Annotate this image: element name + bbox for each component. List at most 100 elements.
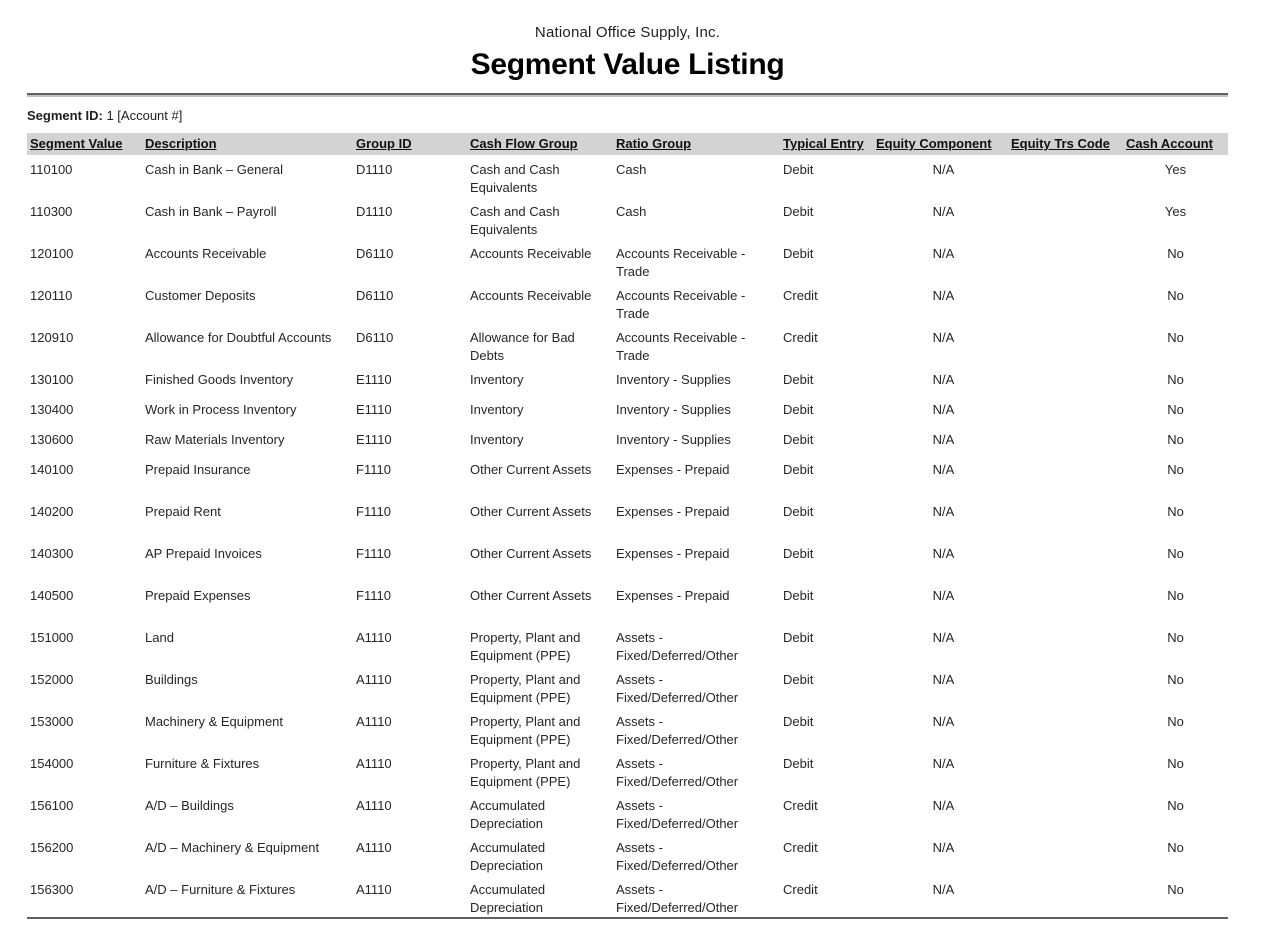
table-row: 110100 Cash in Bank – General D1110 Cash an… — [27, 155, 1228, 197]
cell-segment-value: 156100 — [30, 798, 74, 813]
segment-id-value: 1 [Account #] — [106, 108, 183, 123]
cell-ratio-group: Inventory - Supplies — [616, 402, 731, 417]
cell-ratio-group: Assets - Fixed/Deferred/Other — [616, 840, 739, 873]
cell-segment-value: 130400 — [30, 402, 74, 417]
cell-cash-account: No — [1167, 756, 1184, 771]
cell-equity-trs-code — [1011, 749, 1126, 791]
cell-equity-trs-code — [1011, 197, 1126, 239]
cell-group-id: A1110 — [356, 798, 392, 813]
cell-group-id: A1110 — [356, 840, 392, 855]
cell-equity-trs-code — [1011, 539, 1126, 581]
cell-ratio-group: Expenses - Prepaid — [616, 462, 730, 477]
cell-cash-account: No — [1167, 504, 1184, 519]
cell-ratio-group: Assets - Fixed/Deferred/Other — [616, 882, 739, 915]
cell-group-id: F1110 — [356, 462, 391, 477]
cell-ratio-group: Accounts Receivable - Trade — [616, 288, 746, 321]
cell-cash-account: No — [1167, 372, 1184, 387]
table-row: 151000 Land A1110 Property, Plant and Equip… — [27, 623, 1228, 665]
cell-typical-entry: Credit — [783, 288, 818, 303]
column-header-ratio-group: Ratio Group — [616, 136, 692, 151]
cell-group-id: D6110 — [356, 246, 394, 261]
cell-description: Buildings — [145, 672, 198, 687]
cell-group-id: F1110 — [356, 588, 391, 603]
cell-cash-account: No — [1167, 246, 1184, 261]
cell-group-id: E1110 — [356, 402, 392, 417]
cell-typical-entry: Credit — [783, 798, 818, 813]
cell-typical-entry: Debit — [783, 462, 814, 477]
cell-group-id: A1110 — [356, 672, 392, 687]
cell-group-id: D6110 — [356, 330, 394, 345]
cell-ratio-group: Expenses - Prepaid — [616, 546, 730, 561]
segment-id-line: Segment ID: 1 [Account #] — [27, 108, 1228, 123]
cell-equity-component: N/A — [932, 504, 955, 519]
cell-description: Finished Goods Inventory — [145, 372, 294, 387]
cell-segment-value: 140500 — [30, 588, 74, 603]
cell-typical-entry: Debit — [783, 204, 814, 219]
cell-cash-flow-group: Accumulated Depreciation — [470, 882, 546, 915]
column-header-equity-component: Equity Component — [876, 136, 992, 151]
report-page: National Office Supply, Inc. Segment Val… — [27, 0, 1228, 919]
table-row: 130400 Work in Process Inventory E1110 Inve… — [27, 395, 1228, 425]
cell-typical-entry: Debit — [783, 372, 814, 387]
cell-equity-component: N/A — [932, 372, 955, 387]
cell-cash-account: No — [1167, 588, 1184, 603]
cell-typical-entry: Debit — [783, 630, 814, 645]
cell-group-id: D6110 — [356, 288, 394, 303]
cell-typical-entry: Debit — [783, 432, 814, 447]
cell-cash-flow-group: Accumulated Depreciation — [470, 840, 546, 873]
table-row: 156300 A/D – Furniture & Fixtures A1110 Acc… — [27, 875, 1228, 917]
cell-equity-trs-code — [1011, 155, 1126, 197]
cell-group-id: A1110 — [356, 756, 392, 771]
cell-segment-value: 156200 — [30, 840, 74, 855]
cell-group-id: A1110 — [356, 714, 392, 729]
cell-cash-flow-group: Cash and Cash Equivalents — [470, 162, 560, 195]
cell-description: Raw Materials Inventory — [145, 432, 285, 447]
cell-description: Prepaid Insurance — [145, 462, 251, 477]
table-body: 110100 Cash in Bank – General D1110 Cash an… — [27, 155, 1228, 917]
cell-ratio-group: Expenses - Prepaid — [616, 588, 730, 603]
cell-equity-component: N/A — [932, 402, 955, 417]
cell-ratio-group: Assets - Fixed/Deferred/Other — [616, 630, 739, 663]
cell-segment-value: 153000 — [30, 714, 74, 729]
column-header-cash-flow-group: Cash Flow Group — [470, 136, 578, 151]
cell-equity-trs-code — [1011, 707, 1126, 749]
table-row: 110300 Cash in Bank – Payroll D1110 Cash an… — [27, 197, 1228, 239]
cell-cash-account: No — [1167, 840, 1184, 855]
cell-description: Cash in Bank – General — [145, 162, 284, 177]
cell-typical-entry: Debit — [783, 246, 814, 261]
cell-description: Machinery & Equipment — [145, 714, 284, 729]
cell-equity-component: N/A — [932, 630, 955, 645]
cell-equity-component: N/A — [932, 672, 955, 687]
cell-typical-entry: Debit — [783, 162, 814, 177]
cell-cash-flow-group: Allowance for Bad Debts — [470, 330, 575, 363]
cell-ratio-group: Accounts Receivable - Trade — [616, 246, 746, 279]
title-divider — [27, 93, 1228, 97]
cell-typical-entry: Debit — [783, 672, 814, 687]
segment-id-label: Segment ID: — [27, 108, 103, 123]
cell-segment-value: 120110 — [30, 288, 73, 303]
cell-equity-component: N/A — [932, 714, 955, 729]
cell-description: Allowance for Doubtful Accounts — [145, 330, 332, 345]
column-header-equity-trs-code: Equity Trs Code — [1011, 136, 1110, 151]
cell-equity-component: N/A — [932, 588, 955, 603]
cell-group-id: F1110 — [356, 504, 391, 519]
cell-cash-flow-group: Inventory — [470, 432, 524, 447]
cell-description: Furniture & Fixtures — [145, 756, 260, 771]
cell-ratio-group: Cash — [616, 162, 647, 177]
cell-equity-trs-code — [1011, 455, 1126, 497]
table-row: 130600 Raw Materials Inventory E1110 Invent… — [27, 425, 1228, 455]
cell-segment-value: 120100 — [30, 246, 74, 261]
cell-cash-flow-group: Property, Plant and Equipment (PPE) — [470, 630, 581, 663]
cell-cash-flow-group: Accumulated Depreciation — [470, 798, 546, 831]
cell-equity-trs-code — [1011, 665, 1126, 707]
table-row: 120910 Allowance for Doubtful Accounts D61… — [27, 323, 1228, 365]
report-title: Segment Value Listing — [470, 48, 785, 81]
table-row: 153000 Machinery & Equipment A1110 Property… — [27, 707, 1228, 749]
cell-typical-entry: Debit — [783, 588, 814, 603]
cell-equity-component: N/A — [932, 798, 955, 813]
cell-equity-component: N/A — [932, 882, 955, 897]
cell-typical-entry: Credit — [783, 840, 818, 855]
cell-cash-flow-group: Other Current Assets — [470, 546, 592, 561]
cell-equity-component: N/A — [932, 204, 955, 219]
cell-cash-account: No — [1167, 630, 1184, 645]
